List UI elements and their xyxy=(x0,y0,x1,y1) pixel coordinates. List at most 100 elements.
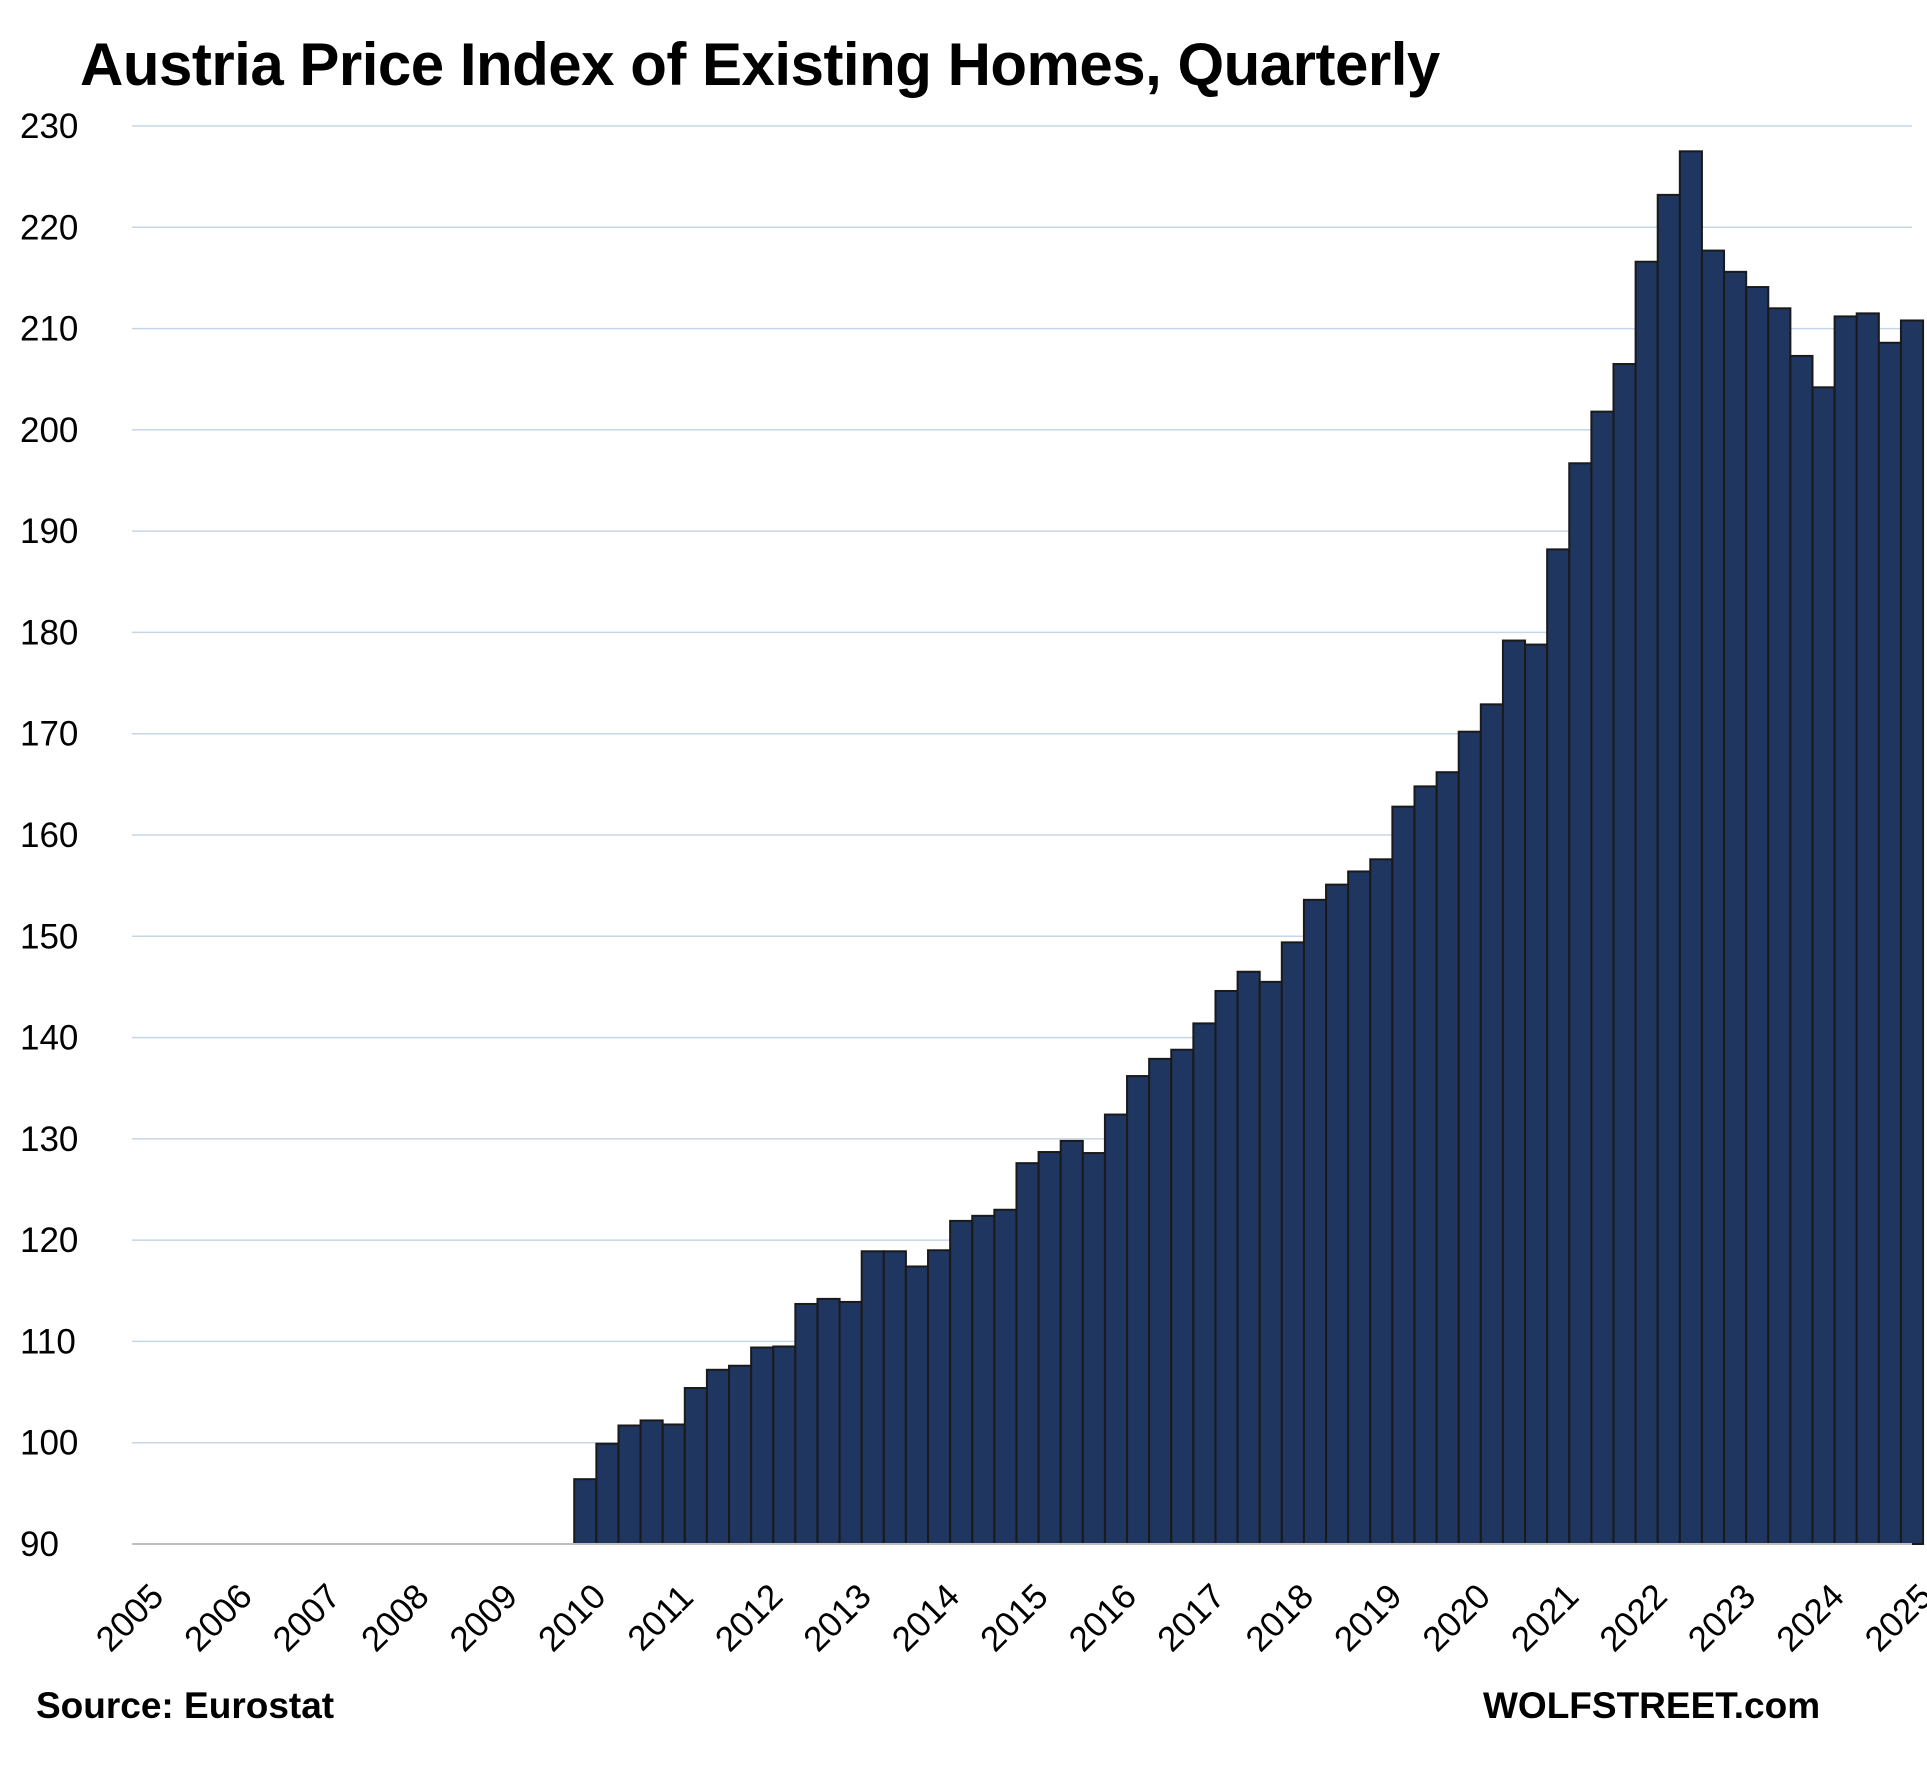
x-tick-label: 2008 xyxy=(354,1577,437,1660)
bar xyxy=(1767,307,1792,1545)
bar xyxy=(1126,1075,1151,1546)
bar xyxy=(882,1250,907,1546)
y-axis: 90 100 110 120 130 140 150 160 170 180 190 200 210 22… xyxy=(20,107,78,1564)
x-tick-label: 2009 xyxy=(442,1577,525,1660)
x-tick-label: 2012 xyxy=(708,1577,791,1660)
bar xyxy=(1280,941,1305,1545)
y-tick-label: 90 xyxy=(20,1525,59,1564)
x-tick-label: 2022 xyxy=(1592,1577,1675,1660)
bar xyxy=(1833,315,1858,1546)
bar xyxy=(949,1219,974,1545)
bar xyxy=(1347,870,1372,1545)
bar xyxy=(772,1345,797,1545)
x-tick-label: 2018 xyxy=(1238,1577,1321,1660)
x-tick-label: 2019 xyxy=(1327,1577,1410,1660)
bar xyxy=(1081,1152,1106,1545)
bar xyxy=(1413,785,1438,1545)
bar xyxy=(1568,462,1593,1546)
bar xyxy=(971,1214,996,1545)
y-tick-label: 190 xyxy=(20,512,78,551)
bar xyxy=(1325,883,1350,1545)
bar xyxy=(1789,354,1814,1545)
bar xyxy=(1037,1151,1062,1545)
bar xyxy=(1059,1139,1084,1545)
x-tick-label: 2011 xyxy=(620,1577,701,1658)
bar xyxy=(794,1302,819,1546)
y-tick-label: 120 xyxy=(20,1221,78,1260)
x-tick-label: 2021 xyxy=(1504,1577,1587,1660)
y-tick-label: 100 xyxy=(20,1424,78,1463)
bar xyxy=(705,1368,731,1545)
bar xyxy=(1369,858,1394,1545)
y-tick-label: 200 xyxy=(20,411,78,450)
bar xyxy=(683,1387,708,1546)
bar xyxy=(1391,805,1416,1545)
bar xyxy=(617,1424,642,1546)
x-tick-label: 2015 xyxy=(973,1577,1056,1660)
bar xyxy=(1855,312,1880,1546)
bar xyxy=(1015,1162,1040,1546)
x-tick-label: 2010 xyxy=(531,1577,614,1660)
bar xyxy=(1811,386,1836,1545)
x-tick-label: 2017 xyxy=(1150,1577,1233,1660)
bar xyxy=(1723,270,1748,1545)
y-tick-label: 140 xyxy=(20,1019,78,1058)
bar xyxy=(728,1364,753,1546)
bars xyxy=(573,150,1925,1546)
x-axis: 2005 2006 2007 2008 2009 2010 2011 2012 2013 2014… xyxy=(89,1543,1927,1660)
bar xyxy=(1590,410,1615,1545)
y-tick-label: 170 xyxy=(20,715,78,754)
bar xyxy=(860,1250,885,1546)
bar xyxy=(573,1478,598,1545)
bar xyxy=(1745,286,1770,1545)
x-tick-label: 2024 xyxy=(1769,1577,1852,1660)
x-tick-label: 2016 xyxy=(1061,1577,1144,1660)
x-tick-label: 2014 xyxy=(885,1577,968,1660)
bar xyxy=(1170,1048,1195,1545)
bar xyxy=(750,1346,775,1546)
x-tick-label: 2013 xyxy=(796,1577,879,1660)
bar xyxy=(1236,970,1261,1545)
x-tick-label: 2023 xyxy=(1681,1577,1764,1660)
source-note: Source: Eurostat xyxy=(36,1685,335,1726)
x-tick-label: 2007 xyxy=(265,1577,348,1660)
bar xyxy=(661,1423,686,1546)
bar xyxy=(1524,643,1549,1545)
bar xyxy=(1678,150,1703,1546)
y-tick-label: 160 xyxy=(20,816,78,855)
bar xyxy=(927,1249,952,1546)
bar xyxy=(1700,249,1726,1545)
site-credit: WOLFSTREET.com xyxy=(1483,1685,1821,1726)
bar xyxy=(639,1419,664,1545)
bar xyxy=(1479,703,1504,1545)
bar xyxy=(1457,730,1482,1545)
x-tick-label: 2025 xyxy=(1857,1577,1927,1660)
bar xyxy=(1103,1113,1129,1545)
y-tick-label: 150 xyxy=(20,917,78,956)
bar xyxy=(1501,639,1527,1545)
bar xyxy=(816,1297,841,1545)
y-tick-label: 180 xyxy=(20,613,78,652)
bar xyxy=(595,1442,620,1546)
bar xyxy=(1656,193,1681,1546)
chart-title: Austria Price Index of Existing Homes, Q… xyxy=(80,31,1440,98)
bar xyxy=(1546,548,1571,1545)
x-tick-label: 2006 xyxy=(177,1577,260,1660)
x-tick-label: 2020 xyxy=(1415,1577,1498,1660)
y-tick-label: 130 xyxy=(20,1120,78,1159)
bar xyxy=(1214,989,1239,1545)
bar xyxy=(1877,341,1902,1545)
y-tick-label: 220 xyxy=(20,208,78,247)
bar xyxy=(1612,363,1637,1545)
bar xyxy=(1258,980,1283,1545)
x-tick-label: 2005 xyxy=(89,1577,172,1660)
y-tick-label: 210 xyxy=(20,310,78,349)
y-tick-label: 230 xyxy=(20,107,78,146)
bar xyxy=(838,1300,863,1545)
bar xyxy=(1302,898,1328,1545)
bar xyxy=(904,1265,930,1546)
bar xyxy=(1148,1057,1173,1545)
bar xyxy=(1634,260,1659,1545)
y-tick-label: 110 xyxy=(20,1322,76,1361)
